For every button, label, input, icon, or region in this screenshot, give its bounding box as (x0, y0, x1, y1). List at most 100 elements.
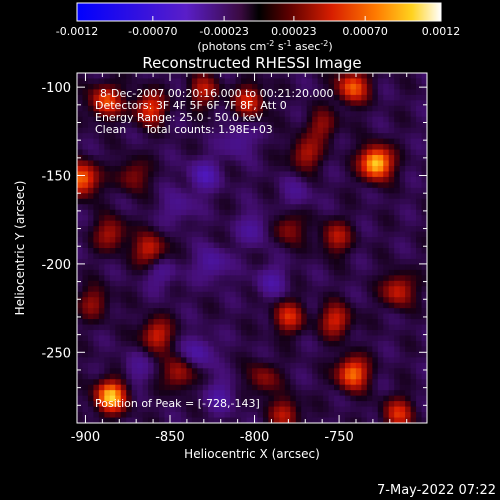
heatmap-cell (213, 220, 220, 227)
heatmap-cell (252, 335, 259, 342)
heatmap-cell (202, 100, 209, 107)
heatmap-cell (131, 220, 138, 227)
heatmap-cell (153, 105, 160, 112)
heatmap-cell (246, 384, 253, 391)
heatmap-cell (328, 412, 335, 419)
heatmap-cell (120, 226, 127, 233)
heatmap-cell (186, 346, 193, 353)
heatmap-cell (306, 242, 313, 249)
heatmap-cell (104, 122, 111, 129)
heatmap-cell (301, 269, 308, 276)
heatmap-cell (317, 122, 324, 129)
heatmap-cell (301, 165, 308, 173)
heatmap-cell (87, 231, 95, 238)
heatmap-cell (197, 187, 204, 194)
heatmap-cell (405, 297, 412, 304)
heatmap-cell (169, 111, 177, 118)
heatmap-cell (317, 412, 324, 419)
heatmap-cell (159, 198, 166, 205)
heatmap-cell (137, 297, 144, 304)
heatmap-cell (344, 171, 352, 178)
heatmap-cell (295, 149, 302, 156)
heatmap-cell (142, 390, 149, 397)
heatmap-cell (350, 313, 357, 320)
heatmap-cell (252, 111, 259, 118)
heatmap-cell (208, 209, 215, 216)
heatmap-cell (312, 269, 319, 276)
heatmap-cell (164, 351, 171, 358)
heatmap-cell (295, 340, 302, 348)
heatmap-cell (213, 105, 220, 112)
heatmap-cell (262, 193, 270, 200)
heatmap-cell (197, 308, 204, 315)
heatmap-cell (120, 116, 127, 123)
heatmap-cell (131, 105, 138, 112)
heatmap-cell (421, 105, 427, 112)
heatmap-cell (104, 116, 111, 123)
heatmap-cell (213, 401, 220, 408)
heatmap-cell (82, 248, 89, 255)
heatmap-cell (252, 308, 259, 315)
heatmap-cell (230, 138, 237, 145)
heatmap-cell (131, 187, 138, 194)
heatmap-cell (268, 111, 275, 118)
heatmap-cell (126, 379, 133, 386)
heatmap-cell (361, 248, 368, 255)
heatmap-cell (87, 351, 95, 358)
heatmap-cell (169, 248, 177, 255)
heatmap-cell (197, 275, 204, 282)
heatmap-cell (257, 122, 264, 129)
heatmap-cell (416, 275, 423, 282)
heatmap-cell (93, 165, 100, 173)
heatmap-cell (202, 275, 209, 282)
heatmap-cell (306, 165, 313, 173)
heatmap-cell (388, 165, 395, 173)
heatmap-cell (290, 160, 297, 167)
heatmap-cell (246, 209, 253, 216)
heatmap-cell (235, 220, 242, 227)
heatmap-cell (98, 182, 105, 189)
heatmap-cell (175, 368, 182, 375)
heatmap-cell (301, 330, 308, 337)
heatmap-cell (377, 127, 384, 134)
heatmap-cell (323, 302, 330, 309)
heatmap-cell (295, 193, 302, 200)
heatmap-cell (175, 209, 182, 216)
heatmap-cell (98, 198, 105, 205)
heatmap-cell (405, 417, 412, 423)
heatmap-cell (328, 242, 335, 249)
heatmap-cell (115, 160, 122, 167)
heatmap-cell (421, 187, 427, 194)
heatmap-cell (104, 395, 111, 402)
heatmap-cell (148, 269, 155, 276)
heatmap-cell (213, 182, 220, 189)
heatmap-cell (159, 357, 166, 364)
heatmap-cell (230, 417, 237, 423)
heatmap-cell (328, 362, 335, 369)
heatmap-cell (164, 155, 171, 162)
heatmap-cell (202, 313, 209, 320)
heatmap-cell (208, 78, 215, 85)
heatmap-cell (421, 204, 427, 211)
heatmap-cell (328, 89, 335, 96)
heatmap-cell (131, 324, 138, 331)
heatmap-cell (120, 390, 127, 397)
heatmap-cell (372, 291, 379, 298)
heatmap-cell (317, 335, 324, 342)
heatmap-cell (323, 149, 330, 156)
heatmap-cell (323, 242, 330, 249)
heatmap-cell (82, 127, 89, 134)
heatmap-cell (230, 412, 237, 419)
heatmap-cell (262, 286, 270, 293)
heatmap-cell (306, 209, 313, 216)
heatmap-cell (175, 149, 182, 156)
heatmap-cell (224, 379, 231, 386)
heatmap-cell (164, 291, 171, 298)
heatmap-cell (164, 362, 171, 369)
heatmap-cell (372, 165, 379, 173)
heatmap-cell (104, 204, 111, 211)
heatmap-cell (202, 401, 209, 408)
heatmap-cell (120, 105, 127, 112)
heatmap-cell (399, 182, 406, 189)
heatmap-cell (142, 182, 149, 189)
